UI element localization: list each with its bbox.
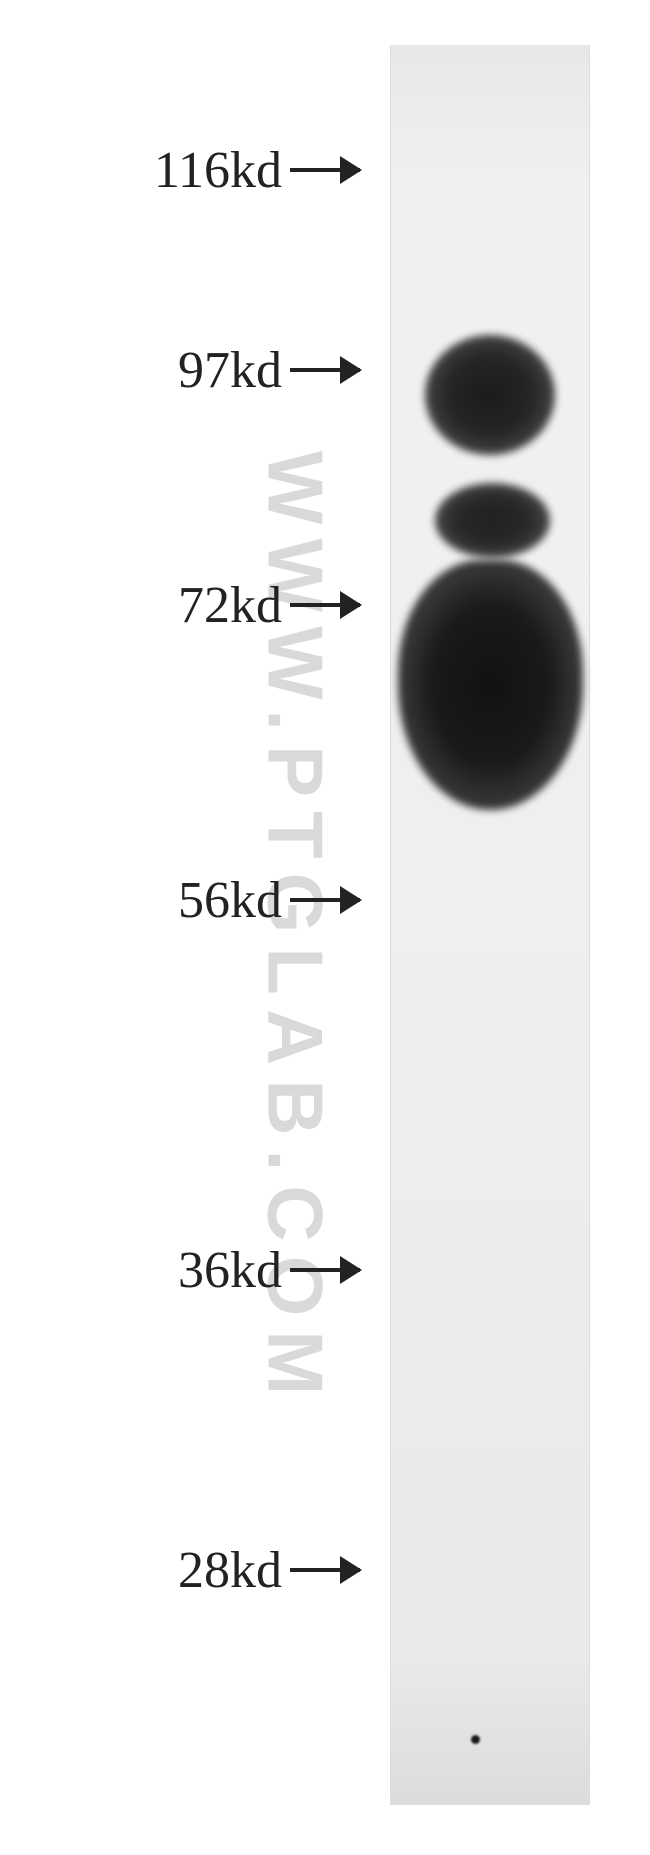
mw-marker-97kd: 97kd [178, 340, 360, 400]
marker-label: 56kd [178, 871, 282, 930]
band-main [398, 560, 583, 810]
mw-marker-36kd: 36kd [178, 1240, 360, 1300]
mw-marker-116kd: 116kd [154, 140, 360, 200]
arrow-icon [290, 1268, 360, 1272]
arrow-icon [290, 368, 360, 372]
marker-label: 36kd [178, 1241, 282, 1300]
mw-marker-28kd: 28kd [178, 1540, 360, 1600]
marker-label: 72kd [178, 576, 282, 635]
band-97kd [425, 335, 555, 455]
arrow-icon [290, 1568, 360, 1572]
blot-lane [390, 45, 590, 1805]
marker-label: 97kd [178, 341, 282, 400]
mw-marker-56kd: 56kd [178, 870, 360, 930]
band-mid [435, 483, 550, 558]
marker-label: 116kd [154, 141, 282, 200]
mw-marker-72kd: 72kd [178, 575, 360, 635]
arrow-icon [290, 898, 360, 902]
blot-figure: WWW.PTGLAB.COM 116kd 97kd 72kd 56kd 36kd… [0, 0, 650, 1855]
arrow-icon [290, 168, 360, 172]
lane-background [391, 45, 589, 1805]
marker-label: 28kd [178, 1541, 282, 1600]
speck-bottom [471, 1735, 480, 1744]
arrow-icon [290, 603, 360, 607]
